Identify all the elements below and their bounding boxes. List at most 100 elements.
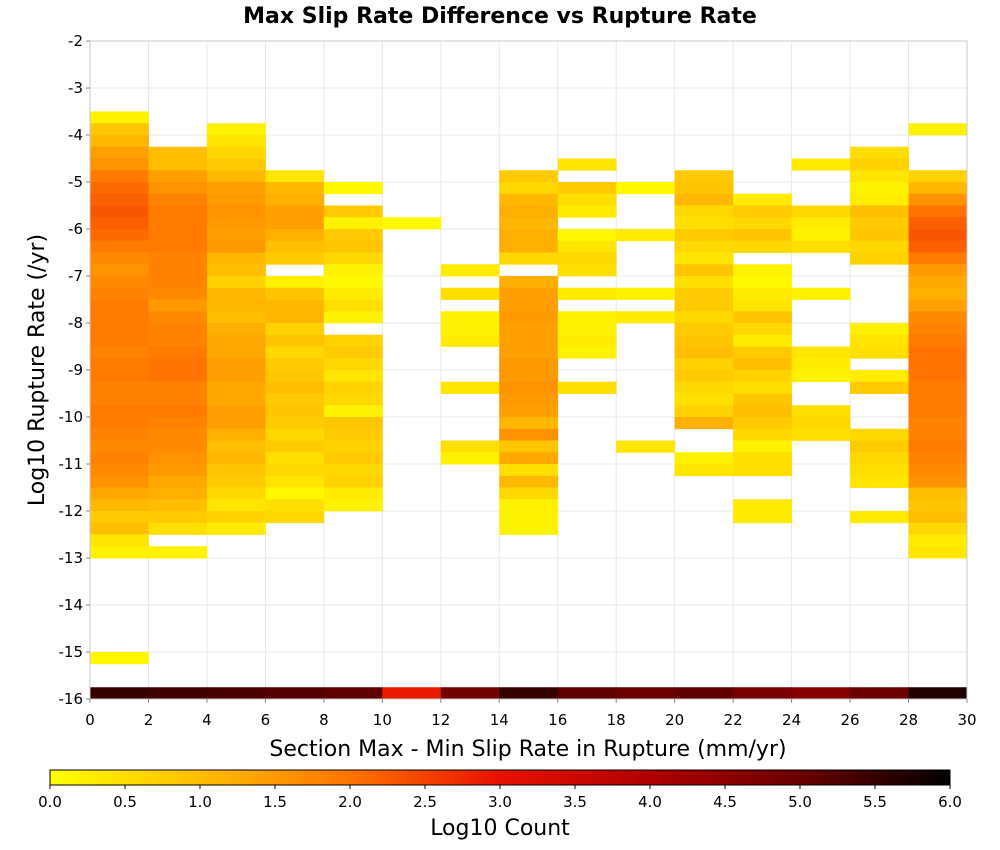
heatmap-cell [499, 276, 559, 289]
heatmap-cell [90, 522, 149, 535]
x-tick-label: 16 [548, 711, 567, 729]
heatmap-cell [674, 311, 734, 324]
heatmap-cell [557, 334, 617, 347]
heatmap-cell [733, 370, 792, 383]
heatmap-cell [148, 205, 208, 218]
heatmap-cell [265, 452, 325, 465]
heatmap-cell [90, 381, 149, 394]
heatmap-cell [908, 475, 968, 488]
x-tick-label: 22 [724, 711, 743, 729]
heatmap-cell [499, 393, 559, 406]
x-tick-label: 14 [490, 711, 509, 729]
heatmap-cell [733, 334, 792, 347]
heatmap-cell [850, 170, 909, 183]
heatmap-cell [90, 240, 149, 253]
heatmap-cell [323, 464, 383, 477]
heatmap-cell [265, 370, 325, 383]
heatmap-cell [674, 205, 734, 218]
colorbar-tick-label: 2.5 [413, 793, 437, 811]
heatmap-cell [850, 452, 909, 465]
x-tick-label: 20 [665, 711, 684, 729]
x-tick-label: 6 [261, 711, 271, 729]
colorbar-label: Log10 Count [430, 816, 570, 841]
colorbar-tick-label: 4.0 [638, 793, 662, 811]
heatmap-cell [733, 511, 792, 524]
heatmap-cell [265, 475, 325, 488]
heatmap-cell [265, 299, 325, 312]
heatmap-cell [557, 687, 617, 700]
heatmap-cell [148, 475, 208, 488]
heatmap-cell [733, 217, 792, 230]
heatmap-cell [148, 687, 208, 700]
heatmap-cell [90, 205, 149, 218]
heatmap-cell [323, 346, 383, 359]
y-tick-label: -5 [68, 173, 83, 191]
heatmap-cell [148, 393, 208, 406]
chart-title: Max Slip Rate Difference vs Rupture Rate [243, 4, 757, 29]
heatmap-cell [90, 393, 149, 406]
y-tick-label: -13 [59, 549, 84, 567]
heatmap-cell [499, 170, 559, 183]
heatmap-cell [148, 511, 208, 524]
heatmap-cell [733, 205, 792, 218]
heatmap-cell [148, 405, 208, 418]
heatmap-cell [206, 123, 266, 136]
heatmap-cell [908, 381, 968, 394]
heatmap-cell [206, 135, 266, 148]
heatmap-cell [206, 193, 266, 206]
heatmap-cell [850, 229, 909, 242]
colorbar-tick-label: 0.0 [38, 793, 62, 811]
heatmap-cell [499, 334, 559, 347]
heatmap-cell [323, 217, 383, 230]
heatmap-cell [674, 252, 734, 265]
heatmap-cell [90, 405, 149, 418]
heatmap-cell [850, 428, 909, 441]
heatmap-cell [148, 334, 208, 347]
heatmap-cell [674, 464, 734, 477]
heatmap-cell [908, 264, 968, 277]
heatmap-cell [557, 182, 617, 195]
heatmap-cell [499, 464, 559, 477]
heatmap-cell [850, 464, 909, 477]
heatmap-cell [850, 370, 909, 383]
x-tick-label: 26 [841, 711, 860, 729]
heatmap-cell [148, 522, 208, 535]
heatmap-cell [206, 229, 266, 242]
heatmap-cell [148, 381, 208, 394]
heatmap-cell [674, 193, 734, 206]
heatmap-cell [206, 475, 266, 488]
y-tick-label: -9 [68, 361, 83, 379]
heatmap-cell [265, 240, 325, 253]
heatmap-cell [908, 182, 968, 195]
heatmap-cell [265, 182, 325, 195]
y-tick-label: -10 [59, 408, 84, 426]
y-tick-label: -16 [59, 690, 84, 708]
heatmap-cell [499, 217, 559, 230]
heatmap-cell [791, 217, 851, 230]
heatmap-cell [148, 146, 208, 159]
heatmap-cell [206, 417, 266, 430]
heatmap-cell [733, 287, 792, 300]
heatmap-cell [850, 252, 909, 265]
heatmap-cell [674, 370, 734, 383]
x-tick-label: 28 [899, 711, 918, 729]
heatmap-cell [90, 311, 149, 324]
heatmap-cell [323, 370, 383, 383]
heatmap-cell [148, 346, 208, 359]
heatmap-cell [674, 358, 734, 371]
heatmap-cell [90, 464, 149, 477]
heatmap-cell [206, 240, 266, 253]
y-tick-label: -11 [59, 455, 84, 473]
heatmap-cell [265, 252, 325, 265]
heatmap-cell [499, 311, 559, 324]
heatmap-cell [382, 217, 442, 230]
heatmap-cell [850, 334, 909, 347]
heatmap-cell [206, 381, 266, 394]
y-axis-label: Log10 Rupture Rate (/yr) [25, 234, 50, 506]
y-tick-label: -15 [59, 643, 84, 661]
heatmap-cell [499, 475, 559, 488]
heatmap-cell [90, 475, 149, 488]
y-tick-label: -3 [68, 79, 83, 97]
heatmap-cell [265, 499, 325, 512]
